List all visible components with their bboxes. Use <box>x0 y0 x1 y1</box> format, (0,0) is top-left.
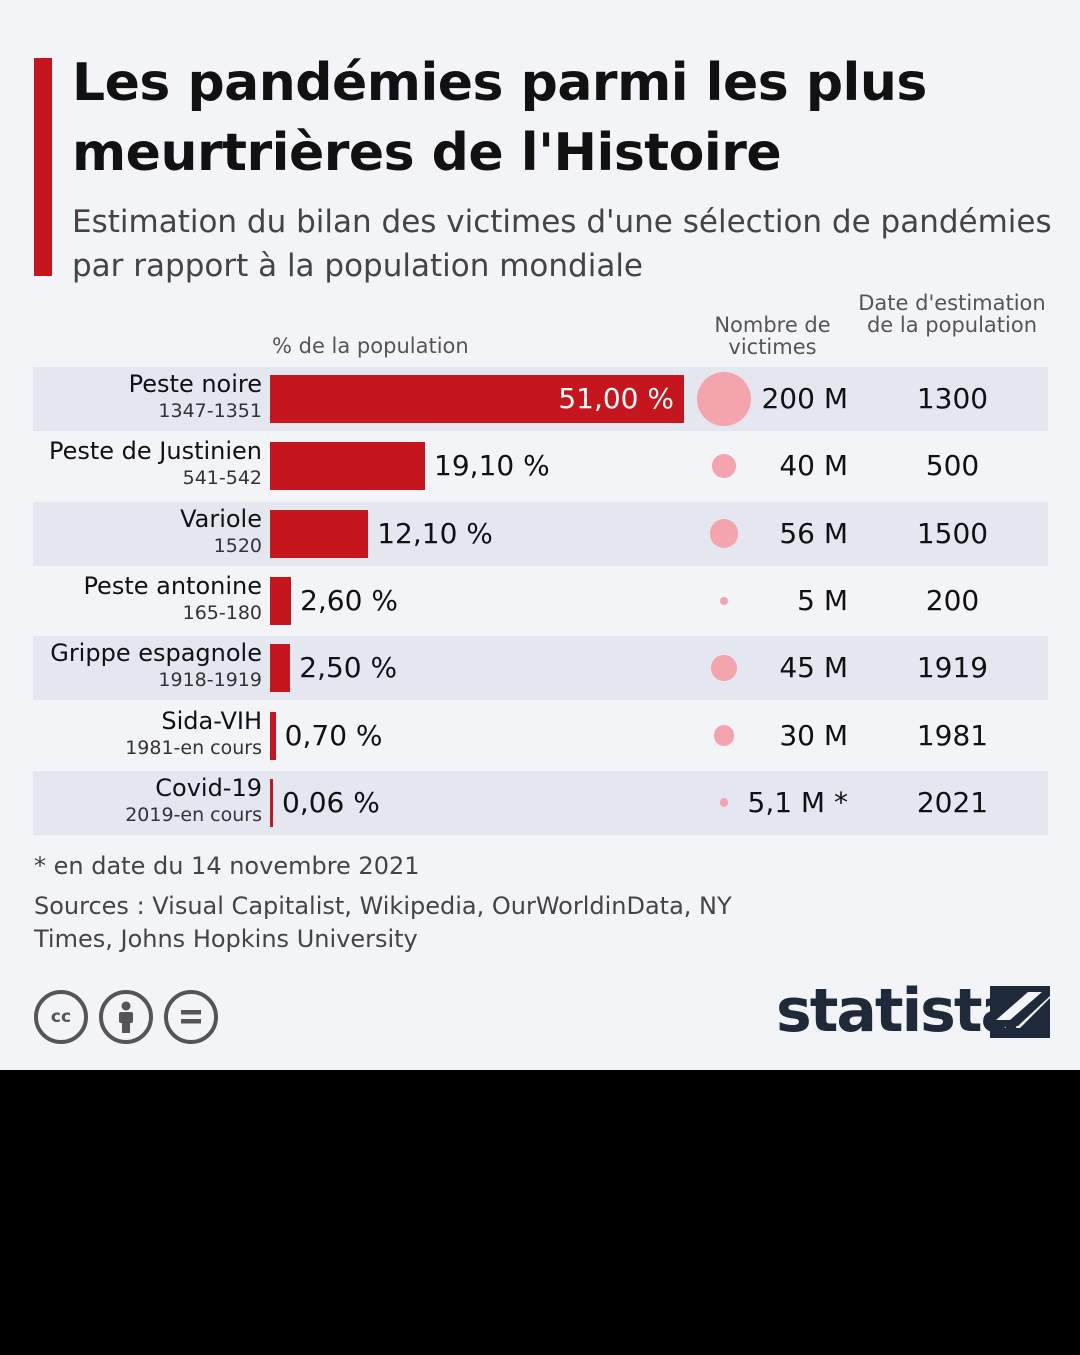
period-label: 1918-1919 <box>158 669 262 692</box>
cc-license-icon: cc <box>34 990 88 1044</box>
victims-bubble <box>719 798 729 808</box>
chart-area: Peste noire 1347-1351 51,00 % 200 M 1300 Pest… <box>33 367 1048 835</box>
estimation-date: 2021 <box>916 785 989 819</box>
category-label: Peste antonine <box>83 571 262 600</box>
no-derivatives-icon <box>164 990 218 1044</box>
bar <box>270 576 292 625</box>
category-label: Variole <box>180 504 262 533</box>
victims-label: 5,1 M * <box>747 785 849 819</box>
category-label: Covid-19 <box>155 773 262 802</box>
victims-bubble <box>711 655 737 681</box>
category-label: Sida-VIH <box>161 706 262 735</box>
bar <box>270 644 291 693</box>
table-row <box>33 636 1048 701</box>
period-label: 165-180 <box>182 601 262 624</box>
victims-label: 30 M <box>779 718 848 752</box>
victims-bubble <box>709 519 739 548</box>
period-label: 1981-en cours <box>125 736 262 759</box>
chart-title: Les pandémies parmi les plus meurtrières… <box>72 53 927 183</box>
estimation-date: 1981 <box>916 718 989 752</box>
victims-bubble <box>713 725 735 746</box>
column-header-victims: Nombre de victimes <box>714 313 831 359</box>
chart-subtitle: Estimation du bilan des victimes d'une s… <box>72 204 1052 284</box>
bar <box>270 509 369 558</box>
person-glyph <box>119 1001 133 1033</box>
attribution-icon <box>99 990 153 1044</box>
statista-logo-text: statista <box>776 976 1021 1046</box>
category-label: Peste de Justinien <box>48 437 262 466</box>
victims-label: 56 M <box>779 516 848 550</box>
column-header-date: Date d'estimation de la population <box>858 291 1046 337</box>
period-label: 2019-en cours <box>125 803 262 826</box>
bar <box>270 778 273 827</box>
bar <box>270 711 276 760</box>
column-header-percent: % de la population <box>272 334 469 358</box>
victims-label: 200 M <box>761 382 848 415</box>
victims-bubble <box>719 596 729 606</box>
sources: Sources : Visual Capitalist, Wikipedia, … <box>34 892 732 953</box>
category-label: Peste noire <box>128 370 262 398</box>
estimation-date: 200 <box>925 583 980 617</box>
bar <box>270 375 684 423</box>
victims-label: 5 M <box>797 583 848 617</box>
estimation-date: 1300 <box>916 382 989 415</box>
victims-label: 45 M <box>779 651 848 685</box>
estimation-date: 1919 <box>916 651 989 685</box>
bar <box>270 442 426 491</box>
estimation-date: 1500 <box>916 516 989 550</box>
estimation-date: 500 <box>925 449 980 483</box>
category-label: Grippe espagnole <box>50 639 262 668</box>
data-label: 0,06 % <box>282 785 380 819</box>
victims-bubble <box>697 372 751 426</box>
equals-glyph <box>181 1010 201 1024</box>
victims-label: 40 M <box>779 449 848 483</box>
period-label: 541-542 <box>182 467 262 490</box>
data-label: 2,60 % <box>300 583 398 617</box>
data-label: 12,10 % <box>377 516 493 550</box>
period-label: 1347-1351 <box>158 400 262 422</box>
data-label: 0,70 % <box>284 718 383 752</box>
table-row <box>33 501 1048 566</box>
infographic-card: Les pandémies parmi les plus meurtrières… <box>0 0 1080 1070</box>
victims-bubble <box>711 454 737 479</box>
statista-logo-icon <box>990 986 1050 1038</box>
footnote: * en date du 14 novembre 2021 <box>34 852 420 880</box>
data-label: 19,10 % <box>434 449 550 483</box>
data-label: 51,00 % <box>558 382 674 415</box>
table-row <box>33 770 1048 835</box>
data-label: 2,50 % <box>299 651 398 685</box>
title-accent-bar <box>34 58 52 276</box>
period-label: 1520 <box>213 534 262 557</box>
